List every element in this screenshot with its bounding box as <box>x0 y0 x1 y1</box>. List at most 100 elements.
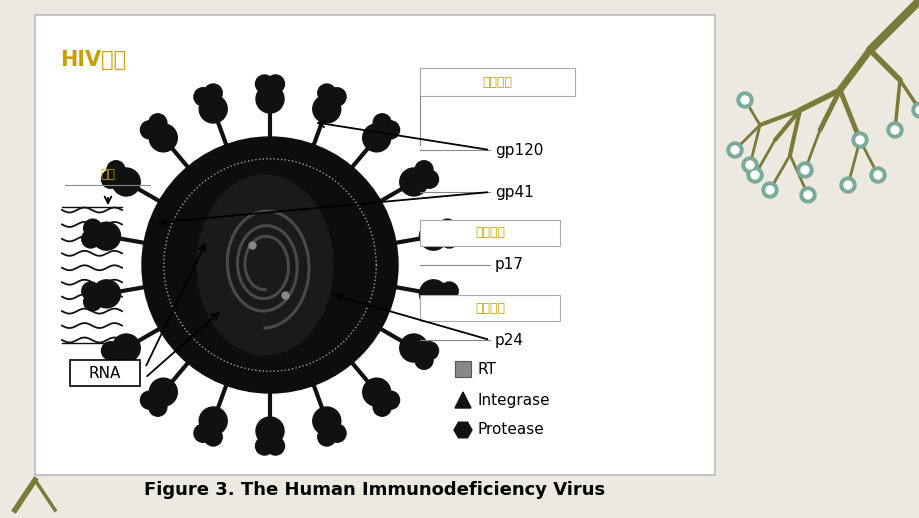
Circle shape <box>362 124 391 152</box>
Circle shape <box>84 293 102 311</box>
Circle shape <box>107 351 125 369</box>
Text: gp120: gp120 <box>494 142 543 157</box>
Circle shape <box>915 106 919 114</box>
Circle shape <box>373 114 391 132</box>
Polygon shape <box>455 392 471 408</box>
Circle shape <box>440 282 458 300</box>
Circle shape <box>267 437 284 455</box>
Text: HIV结构: HIV结构 <box>60 50 126 70</box>
Text: p24: p24 <box>494 333 524 348</box>
Circle shape <box>149 114 166 132</box>
Bar <box>455 361 471 377</box>
Circle shape <box>255 85 284 113</box>
Circle shape <box>362 378 391 406</box>
Circle shape <box>750 171 758 179</box>
Circle shape <box>839 177 855 193</box>
Text: 包膜蛋白: 包膜蛋白 <box>482 76 512 89</box>
Circle shape <box>317 428 335 446</box>
Circle shape <box>82 282 99 300</box>
Circle shape <box>194 424 211 442</box>
Text: Integrase: Integrase <box>478 393 550 408</box>
Circle shape <box>440 230 458 248</box>
Circle shape <box>312 407 340 435</box>
Circle shape <box>437 293 456 311</box>
Circle shape <box>414 351 433 369</box>
Circle shape <box>890 126 898 134</box>
Circle shape <box>141 391 158 409</box>
Circle shape <box>84 219 102 237</box>
Text: RT: RT <box>478 363 496 378</box>
Circle shape <box>873 171 881 179</box>
Circle shape <box>373 398 391 416</box>
Circle shape <box>328 424 346 442</box>
Bar <box>35 15 714 475</box>
Circle shape <box>414 161 433 179</box>
Circle shape <box>419 222 447 250</box>
Circle shape <box>82 230 99 248</box>
Text: 核心蛋白: 核心蛋白 <box>474 301 505 314</box>
Circle shape <box>142 137 398 393</box>
Circle shape <box>199 407 227 435</box>
Circle shape <box>93 280 120 308</box>
Circle shape <box>199 95 227 123</box>
Circle shape <box>255 75 273 93</box>
Circle shape <box>420 342 438 360</box>
Text: 基质蛋白: 基质蛋白 <box>474 226 505 239</box>
Circle shape <box>149 378 177 406</box>
Circle shape <box>437 219 456 237</box>
Circle shape <box>112 334 140 362</box>
Circle shape <box>886 122 902 138</box>
Circle shape <box>317 84 335 102</box>
Text: RNA: RNA <box>89 366 121 381</box>
Bar <box>420 295 560 321</box>
Circle shape <box>328 88 346 106</box>
Circle shape <box>101 342 119 360</box>
Circle shape <box>107 161 125 179</box>
Circle shape <box>736 92 752 108</box>
Circle shape <box>419 280 447 308</box>
Circle shape <box>746 167 762 183</box>
Circle shape <box>400 334 427 362</box>
Bar <box>420 220 560 246</box>
Polygon shape <box>453 422 471 438</box>
Text: Figure 3. The Human Immunodeficiency Virus: Figure 3. The Human Immunodeficiency Vir… <box>144 481 605 499</box>
Circle shape <box>267 75 284 93</box>
Circle shape <box>255 437 273 455</box>
Circle shape <box>726 142 743 158</box>
Circle shape <box>742 157 757 173</box>
Circle shape <box>101 170 119 188</box>
Circle shape <box>855 136 863 144</box>
Text: p17: p17 <box>494 257 524 272</box>
Circle shape <box>149 124 177 152</box>
Text: Protease: Protease <box>478 423 544 438</box>
Ellipse shape <box>197 175 333 355</box>
Circle shape <box>149 398 166 416</box>
Circle shape <box>843 181 851 189</box>
Circle shape <box>204 428 222 446</box>
Bar <box>420 68 574 96</box>
Bar <box>70 360 140 386</box>
Circle shape <box>400 168 427 196</box>
Circle shape <box>911 102 919 118</box>
Circle shape <box>112 168 140 196</box>
Circle shape <box>255 417 284 445</box>
Circle shape <box>761 182 777 198</box>
Circle shape <box>381 391 399 409</box>
Circle shape <box>740 96 748 104</box>
Circle shape <box>800 187 815 203</box>
Circle shape <box>800 166 808 174</box>
Circle shape <box>745 161 754 169</box>
Circle shape <box>93 222 120 250</box>
Circle shape <box>204 84 222 102</box>
Circle shape <box>381 121 399 139</box>
Circle shape <box>851 132 867 148</box>
Circle shape <box>420 170 438 188</box>
Circle shape <box>796 162 812 178</box>
Circle shape <box>194 88 211 106</box>
Circle shape <box>312 95 340 123</box>
Text: gp41: gp41 <box>494 184 533 199</box>
Circle shape <box>731 146 738 154</box>
Text: 包膜: 包膜 <box>100 168 116 181</box>
Circle shape <box>869 167 885 183</box>
Circle shape <box>766 186 773 194</box>
